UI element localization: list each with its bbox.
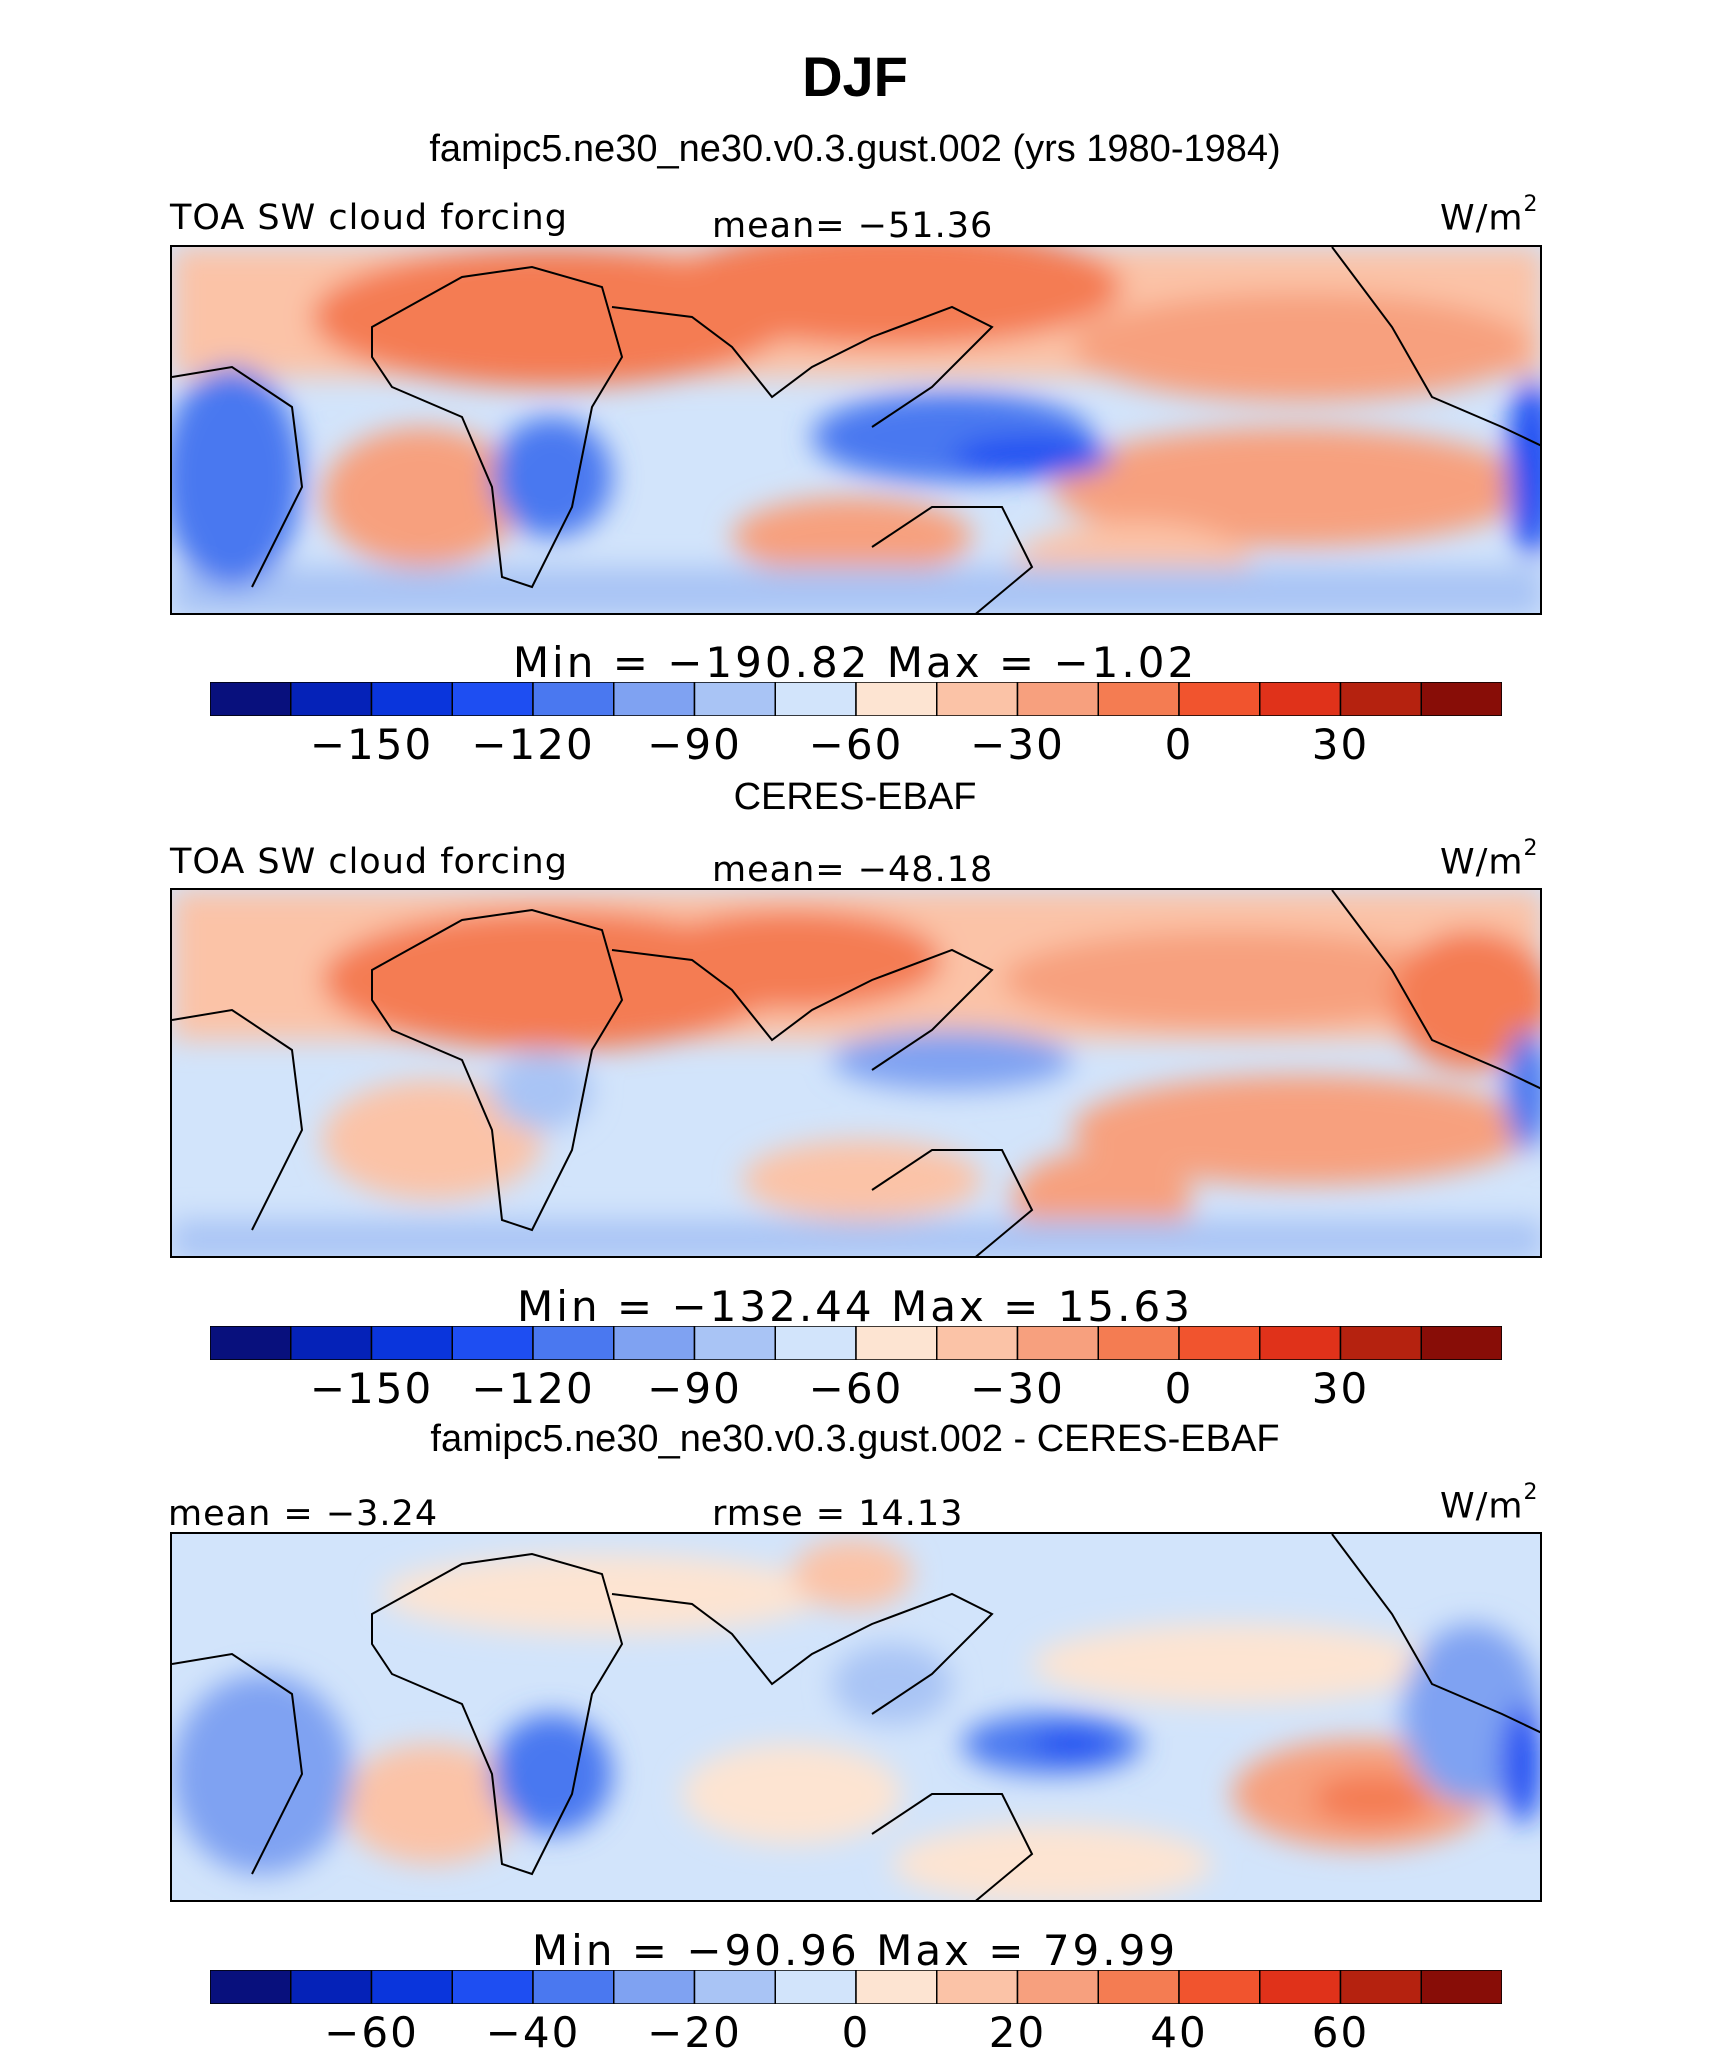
colorbar-swatch	[1259, 1326, 1342, 1360]
colorbar-swatch	[1016, 1326, 1099, 1360]
colorbar-swatch	[1420, 1326, 1502, 1360]
colorbar-swatch	[1178, 682, 1261, 716]
colorbar-swatch	[290, 1326, 373, 1360]
colorbar-swatch	[855, 682, 938, 716]
colorbar-swatch	[613, 682, 696, 716]
colorbar-swatch	[1016, 682, 1099, 716]
colorbar-swatch	[693, 682, 776, 716]
colorbar-swatch	[370, 1326, 453, 1360]
colorbar-tick-label: −30	[970, 1364, 1065, 1413]
colorbar-swatch	[451, 682, 534, 716]
panel-model-variable-label: TOA SW cloud forcing	[170, 198, 568, 238]
colorbar-tick-label: −90	[647, 1364, 742, 1413]
panel-diff-minmax: Min = −90.96 Max = 79.99	[531, 1926, 1179, 1975]
panel-obs-units: W/m2	[1440, 836, 1539, 883]
panel-model-subtitle: famipc5.ne30_ne30.v0.3.gust.002 (yrs 198…	[429, 128, 1281, 170]
colorbar-swatch	[1097, 1326, 1180, 1360]
colorbar-tick-label: 0	[1164, 720, 1194, 769]
panel-diff-mean-label: mean = −3.24	[168, 1494, 439, 1534]
colorbar-swatch	[290, 682, 373, 716]
colorbar-tick-label: 30	[1311, 1364, 1370, 1413]
colorbar-swatch	[1097, 1970, 1180, 2004]
colorbar-swatch	[774, 1326, 857, 1360]
panel-obs-mean-label: mean= −48.18	[712, 850, 994, 890]
colorbar-tick-label: −40	[485, 2008, 581, 2057]
colorbar-tick-label: 0	[841, 2008, 871, 2057]
colorbar-swatch	[210, 682, 292, 716]
panel-obs-colorbar	[210, 1326, 1502, 1360]
colorbar-swatch	[1178, 1326, 1261, 1360]
panel-model-minmax: Min = −190.82 Max = −1.02	[512, 638, 1198, 687]
colorbar-swatch	[1259, 682, 1342, 716]
colorbar-swatch	[1339, 682, 1422, 716]
colorbar-tick-label: 20	[988, 2008, 1047, 2057]
colorbar-swatch	[613, 1970, 696, 2004]
colorbar-swatch	[1339, 1970, 1422, 2004]
colorbar-swatch	[693, 1970, 776, 2004]
panel-model-mean-label: mean= −51.36	[712, 206, 994, 246]
colorbar-swatch	[210, 1326, 292, 1360]
colorbar-swatch	[210, 1970, 292, 2004]
colorbar-tick-label: −120	[471, 720, 595, 769]
colorbar-swatch	[1178, 1970, 1261, 2004]
panel-diff-subtitle: famipc5.ne30_ne30.v0.3.gust.002 - CERES-…	[430, 1418, 1280, 1460]
colorbar-tick-label: −150	[309, 720, 434, 769]
panel-model-colorbar	[210, 682, 1502, 716]
colorbar-swatch	[532, 1326, 615, 1360]
colorbar-swatch	[855, 1326, 938, 1360]
figure-title: DJF	[802, 45, 908, 108]
colorbar-swatch	[290, 1970, 373, 2004]
panel-obs-variable-label: TOA SW cloud forcing	[170, 842, 568, 882]
colorbar-swatch	[1097, 682, 1180, 716]
colorbar-swatch	[1259, 1970, 1342, 2004]
colorbar-swatch	[1016, 1970, 1099, 2004]
panel-obs-minmax: Min = −132.44 Max = 15.63	[517, 1282, 1193, 1331]
colorbar-tick-label: 0	[1164, 1364, 1194, 1413]
colorbar-tick-label: 60	[1311, 2008, 1370, 2057]
colorbar-swatch	[774, 1970, 857, 2004]
colorbar-swatch	[936, 682, 1019, 716]
panel-obs-map	[170, 888, 1542, 1258]
colorbar-swatch	[936, 1326, 1019, 1360]
colorbar-swatch	[370, 1970, 453, 2004]
colorbar-swatch	[936, 1970, 1019, 2004]
colorbar-tick-label: −60	[324, 2008, 419, 2057]
colorbar-tick-label: 40	[1150, 2008, 1208, 2057]
colorbar-swatch	[1420, 682, 1502, 716]
panel-diff-colorbar	[210, 1970, 1502, 2004]
colorbar-swatch	[613, 1326, 696, 1360]
colorbar-swatch	[532, 682, 615, 716]
colorbar-swatch	[855, 1970, 938, 2004]
colorbar-swatch	[774, 682, 857, 716]
colorbar-tick-label: −60	[808, 720, 904, 769]
colorbar-swatch	[370, 682, 453, 716]
panel-model-units: W/m2	[1440, 192, 1539, 239]
colorbar-tick-label: −150	[309, 1364, 434, 1413]
colorbar-swatch	[693, 1326, 776, 1360]
colorbar-tick-label: −60	[808, 1364, 904, 1413]
colorbar-tick-label: −20	[647, 2008, 742, 2057]
colorbar-tick-label: 30	[1311, 720, 1370, 769]
colorbar-swatch	[1420, 1970, 1502, 2004]
panel-diff-units: W/m2	[1440, 1480, 1539, 1527]
panel-model-map	[170, 245, 1542, 615]
colorbar-tick-label: −30	[970, 720, 1065, 769]
colorbar-swatch	[532, 1970, 615, 2004]
colorbar-tick-label: −120	[471, 1364, 595, 1413]
panel-diff-rmse-label: rmse = 14.13	[712, 1494, 964, 1534]
colorbar-tick-label: −90	[647, 720, 742, 769]
colorbar-swatch	[1339, 1326, 1422, 1360]
colorbar-swatch	[451, 1970, 534, 2004]
panel-diff-map	[170, 1532, 1542, 1902]
panel-obs-subtitle: CERES-EBAF	[733, 776, 977, 818]
colorbar-swatch	[451, 1326, 534, 1360]
